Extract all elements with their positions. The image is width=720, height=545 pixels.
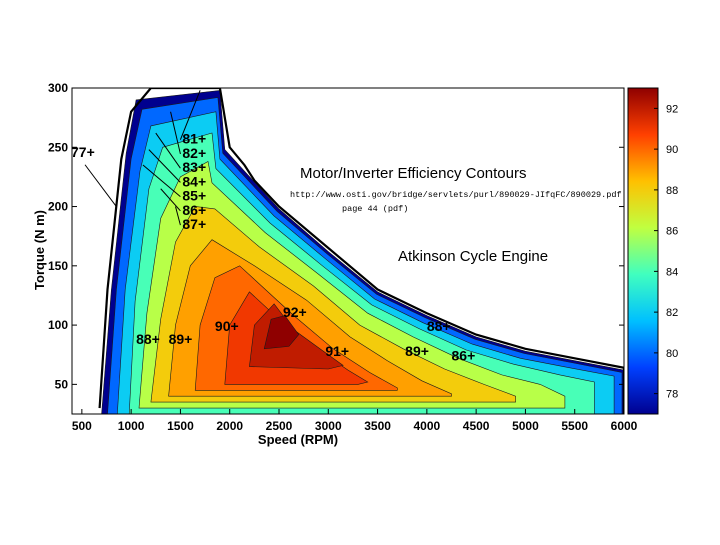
x-tick-label: 4500 [463, 419, 490, 433]
contour-layer [98, 88, 624, 414]
callout-arrow [179, 90, 201, 140]
colorbar-tick-label: 84 [666, 266, 678, 278]
curve-label: 89+ [169, 331, 193, 347]
x-tick-label: 3000 [315, 419, 342, 433]
colorbar-tick-label: 88 [666, 185, 678, 197]
axes: 500 1000 1500 2000 2500 3000 3500 4000 4500 5000 5… [48, 81, 638, 433]
curve-label: 86+ [452, 348, 476, 364]
y-tick-label: 250 [48, 140, 68, 154]
callout-arrow [148, 149, 181, 183]
x-tick-label: 6000 [611, 419, 638, 433]
colorbar-tick-label: 78 [666, 389, 678, 401]
curve-label: 82+ [182, 145, 206, 161]
x-tick-label: 2500 [266, 419, 293, 433]
callout-arrow [160, 188, 181, 212]
curve-label: 87+ [182, 216, 206, 232]
x-tick-label: 5500 [561, 419, 588, 433]
contour-region-93 [263, 315, 300, 350]
callout-arrow [170, 111, 181, 155]
chart-title: Motor/Inverter Efficiency Contours [300, 165, 526, 182]
x-tick-label: 1000 [118, 419, 145, 433]
colorbar-tick-label: 86 [666, 226, 678, 238]
source-page: page 44 (pdf) [342, 204, 408, 214]
y-tick-label: 50 [55, 377, 69, 391]
curve-label: 85+ [182, 188, 206, 204]
colorbar-bar [627, 87, 659, 415]
x-tick-label: 500 [72, 419, 92, 433]
plot-frame [71, 87, 625, 415]
y-tick-label: 100 [48, 318, 68, 332]
curve-label: 77+ [71, 144, 95, 160]
engine-annotation: Atkinson Cycle Engine [398, 248, 548, 265]
x-tick-label: 1500 [167, 419, 194, 433]
source-url: http://www.osti.gov/bridge/servlets/purl… [290, 190, 622, 200]
curve-label: 88+ [136, 331, 160, 347]
x-tick-label: 2000 [216, 419, 243, 433]
curve-label: 90+ [215, 318, 239, 334]
max-torque-envelope [98, 88, 624, 414]
callout-arrow [142, 164, 181, 198]
colorbar: 78 80 82 84 86 88 90 92 [627, 87, 678, 415]
x-axis-label: Speed (RPM) [258, 432, 338, 447]
x-tick-label: 5000 [512, 419, 539, 433]
y-tick-label: 300 [48, 81, 68, 95]
curve-label: 88+ [427, 318, 451, 334]
curve-label: 92+ [283, 304, 307, 320]
y-tick-label: 200 [48, 200, 68, 214]
callout-arrow [175, 206, 181, 226]
colorbar-tick-label: 90 [666, 144, 678, 156]
curve-label: 83+ [182, 159, 206, 175]
callout-arrow [84, 164, 117, 207]
curve-label: 81+ [182, 131, 206, 147]
y-tick-label: 150 [48, 259, 68, 273]
curve-label: 91+ [325, 343, 349, 359]
curve-label: 89+ [405, 343, 429, 359]
curve-labels: 81+82+83+84+85+86+87+77+92+90+88+ 89+91+ 8… [71, 131, 475, 364]
colorbar-tick-label: 82 [666, 307, 678, 319]
callout-arrows [84, 90, 201, 226]
curve-label: 84+ [182, 173, 206, 189]
colorbar-tick-label: 92 [666, 103, 678, 115]
y-axis-label: Torque (N m) [32, 210, 47, 290]
colorbar-tick-label: 80 [666, 348, 678, 360]
x-tick-label: 3500 [364, 419, 391, 433]
curve-label: 86+ [182, 202, 206, 218]
callout-arrow [155, 132, 181, 169]
x-tick-label: 4000 [414, 419, 441, 433]
